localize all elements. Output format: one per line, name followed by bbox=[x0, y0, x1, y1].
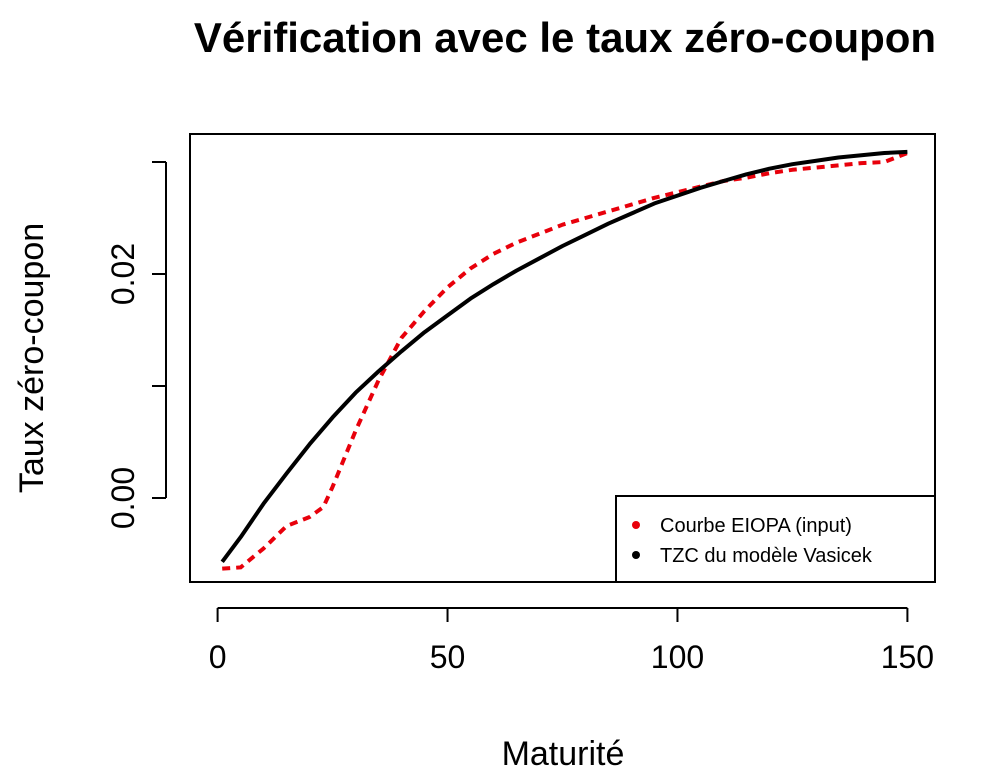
plot-frame bbox=[189, 133, 936, 583]
legend: Courbe EIOPA (input) TZC du modèle Vasice… bbox=[615, 495, 936, 583]
x-axis-title: Maturité bbox=[502, 735, 625, 773]
x-tick-label: 150 bbox=[881, 639, 934, 675]
legend-marker bbox=[632, 521, 640, 529]
legend-label: Courbe EIOPA (input) bbox=[660, 515, 852, 537]
series-line-2 bbox=[220, 149, 908, 563]
y-tick-label: 0.00 bbox=[105, 467, 141, 529]
series-line-1 bbox=[222, 151, 909, 571]
x-tick-label: 0 bbox=[209, 639, 227, 675]
chart-title: Vérification avec le taux zéro-coupon bbox=[193, 14, 937, 61]
y-axis-title: Taux zéro-coupon bbox=[13, 223, 51, 493]
series-layer bbox=[220, 149, 909, 571]
legend-label: TZC du modèle Vasicek bbox=[660, 545, 873, 567]
legend-box bbox=[615, 495, 936, 583]
legend-marker bbox=[632, 551, 640, 559]
axes: 0 50 100 150 0.00 0.02 bbox=[105, 133, 936, 675]
y-tick-label: 0.02 bbox=[105, 243, 141, 305]
x-tick-label: 100 bbox=[651, 639, 704, 675]
x-tick-label: 50 bbox=[430, 639, 466, 675]
